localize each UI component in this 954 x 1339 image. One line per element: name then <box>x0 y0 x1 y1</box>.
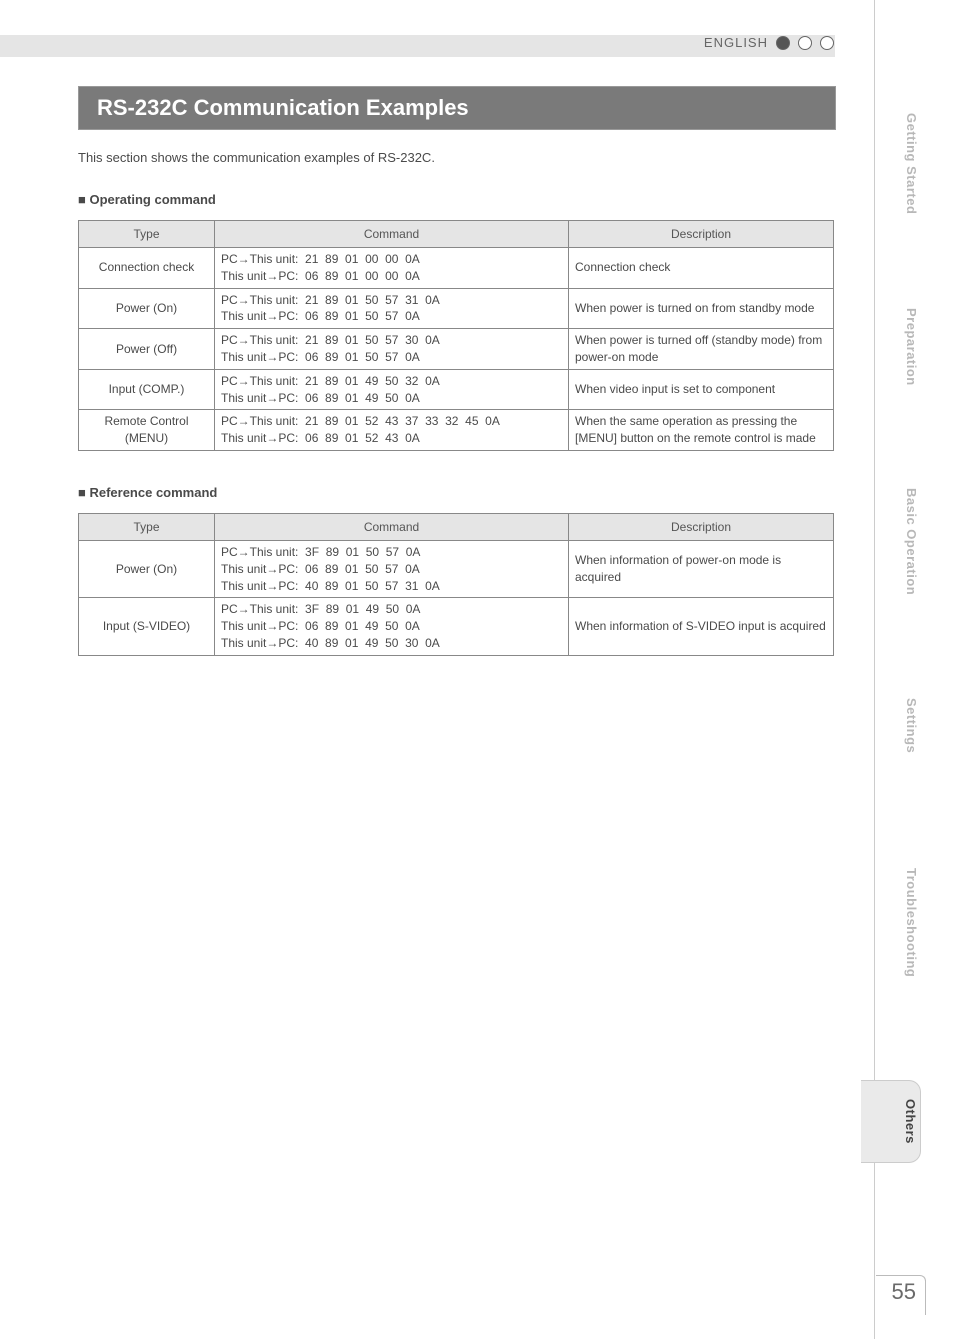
language-indicator: ENGLISH <box>704 35 834 50</box>
cell-type: Input (S-VIDEO) <box>79 598 215 655</box>
cell-type: Power (On) <box>79 541 215 598</box>
table-header-command: Command <box>215 221 569 248</box>
cell-command: PC→This unit: 3F 89 01 49 50 0A This uni… <box>215 598 569 655</box>
cell-description: When video input is set to component <box>569 369 834 410</box>
lang-dot-icon <box>798 36 812 50</box>
sidebar-tab[interactable]: Preparation <box>861 290 921 404</box>
cell-description: Connection check <box>569 248 834 289</box>
cell-command: PC→This unit: 21 89 01 50 57 31 0A This … <box>215 288 569 329</box>
table-row: Power (On)PC→This unit: 3F 89 01 50 57 0… <box>79 541 834 598</box>
cell-description: When power is turned on from standby mod… <box>569 288 834 329</box>
command-text: PC→This unit: 21 89 01 50 57 30 0A This … <box>221 332 562 366</box>
intro-text: This section shows the communication exa… <box>78 150 435 165</box>
cell-type: Power (Off) <box>79 329 215 370</box>
cell-type: Input (COMP.) <box>79 369 215 410</box>
cell-command: PC→This unit: 3F 89 01 50 57 0A This uni… <box>215 541 569 598</box>
table-row: Connection checkPC→This unit: 21 89 01 0… <box>79 248 834 289</box>
reference-command-table: Type Command Description Power (On)PC→Th… <box>78 513 834 656</box>
table-header-description: Description <box>569 514 834 541</box>
command-text: PC→This unit: 3F 89 01 50 57 0A This uni… <box>221 544 562 594</box>
lang-dot-icon <box>820 36 834 50</box>
cell-description: When information of power-on mode is acq… <box>569 541 834 598</box>
table-row: Remote Control (MENU)PC→This unit: 21 89… <box>79 410 834 451</box>
sidebar-tab[interactable]: Getting Started <box>861 95 921 232</box>
lang-dot-active-icon <box>776 36 790 50</box>
operating-command-table: Type Command Description Connection chec… <box>78 220 834 451</box>
cell-description: When power is turned off (standby mode) … <box>569 329 834 370</box>
table-row: Input (COMP.)PC→This unit: 21 89 01 49 5… <box>79 369 834 410</box>
operating-command-heading: ■ Operating command <box>78 192 216 207</box>
sidebar-tab[interactable]: Others <box>861 1080 921 1163</box>
command-text: PC→This unit: 21 89 01 52 43 37 33 32 45… <box>221 413 562 447</box>
table-header-command: Command <box>215 514 569 541</box>
sidebar: Getting Started Preparation Basic Operatio… <box>864 0 954 1339</box>
cell-description: When the same operation as pressing the … <box>569 410 834 451</box>
table-row: Power (Off)PC→This unit: 21 89 01 50 57 … <box>79 329 834 370</box>
cell-type: Remote Control (MENU) <box>79 410 215 451</box>
table-header-type: Type <box>79 514 215 541</box>
sidebar-tab[interactable]: Settings <box>861 680 921 771</box>
table-header-description: Description <box>569 221 834 248</box>
cell-command: PC→This unit: 21 89 01 00 00 0A This uni… <box>215 248 569 289</box>
reference-command-heading: ■ Reference command <box>78 485 217 500</box>
table-header-type: Type <box>79 221 215 248</box>
command-text: PC→This unit: 21 89 01 00 00 0A This uni… <box>221 251 562 285</box>
page-title: RS-232C Communication Examples <box>78 86 836 130</box>
command-text: PC→This unit: 21 89 01 50 57 31 0A This … <box>221 292 562 326</box>
command-text: PC→This unit: 21 89 01 49 50 32 0A This … <box>221 373 562 407</box>
cell-type: Power (On) <box>79 288 215 329</box>
cell-command: PC→This unit: 21 89 01 49 50 32 0A This … <box>215 369 569 410</box>
table-row: Power (On)PC→This unit: 21 89 01 50 57 3… <box>79 288 834 329</box>
cell-command: PC→This unit: 21 89 01 50 57 30 0A This … <box>215 329 569 370</box>
page-number: 55 <box>892 1279 916 1305</box>
table-row: Input (S-VIDEO)PC→This unit: 3F 89 01 49… <box>79 598 834 655</box>
cell-description: When information of S-VIDEO input is acq… <box>569 598 834 655</box>
sidebar-tab[interactable]: Troubleshooting <box>861 850 921 995</box>
cell-command: PC→This unit: 21 89 01 52 43 37 33 32 45… <box>215 410 569 451</box>
command-text: PC→This unit: 3F 89 01 49 50 0A This uni… <box>221 601 562 651</box>
language-label: ENGLISH <box>704 35 768 50</box>
sidebar-tab[interactable]: Basic Operation <box>861 470 921 613</box>
cell-type: Connection check <box>79 248 215 289</box>
